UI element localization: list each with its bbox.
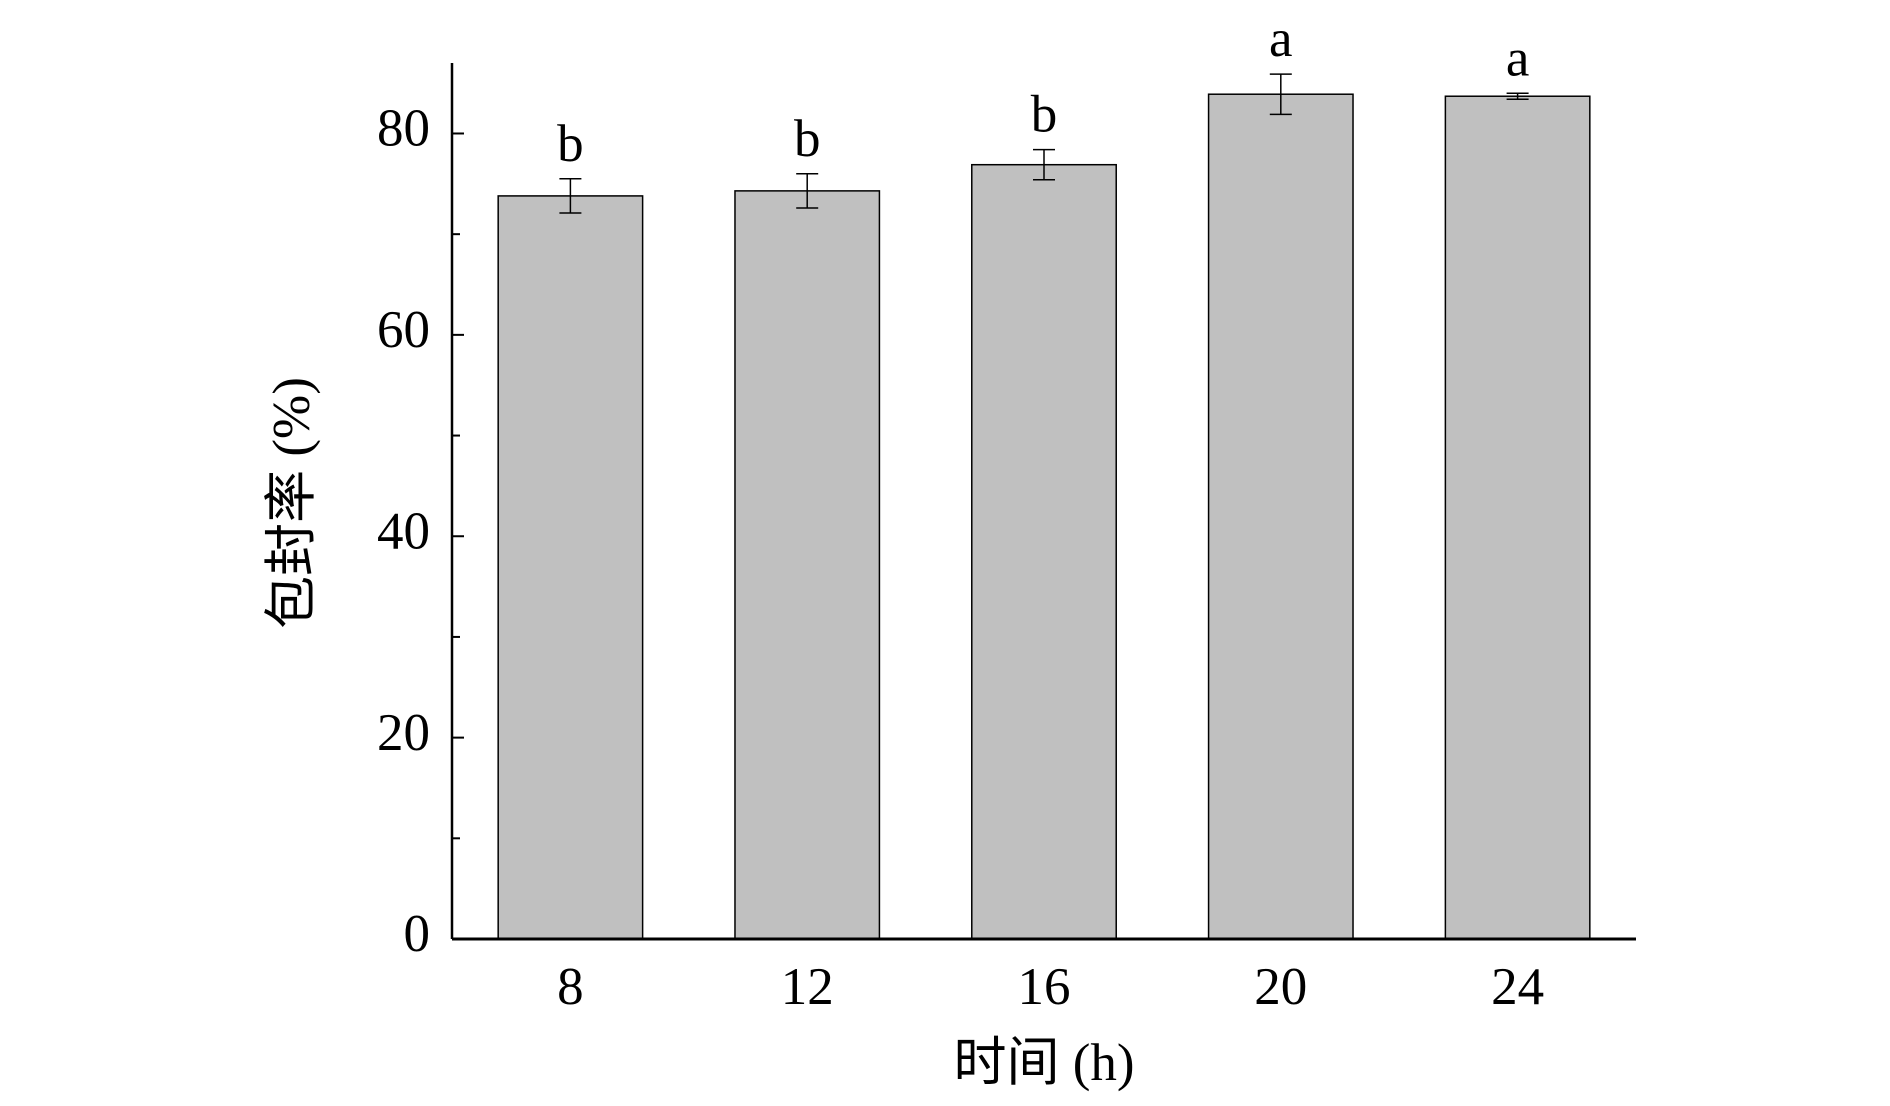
annotation: a [1269,10,1293,68]
error-bar [1033,148,1055,181]
x-tick-label: 20 [1254,958,1307,1016]
annotation: b [794,110,821,168]
y-tick-label: 80 [377,100,430,158]
annotation: b [557,115,584,173]
bar [734,190,881,940]
y-axis-label: 包封率 (%) [263,377,321,629]
error-bar [1269,73,1292,116]
y-tick-label: 20 [377,704,430,762]
bar [497,195,644,940]
annotation: b [1031,86,1058,144]
y-tick-label: 0 [404,905,431,963]
bar [1207,93,1354,940]
x-tick-label: 8 [557,958,584,1016]
y-tick-label: 40 [377,502,430,560]
x-axis-label: 时间 (h) [953,1034,1134,1092]
y-tick-label: 60 [377,301,430,359]
error-bar [559,178,582,214]
x-tick-label: 12 [781,958,834,1016]
x-tick-label: 24 [1491,958,1544,1016]
x-tick-label: 16 [1018,958,1071,1016]
error-bar [1506,92,1529,100]
annotation: a [1506,29,1530,87]
bar [1444,95,1591,940]
error-bar [796,173,819,209]
bar [971,163,1117,940]
